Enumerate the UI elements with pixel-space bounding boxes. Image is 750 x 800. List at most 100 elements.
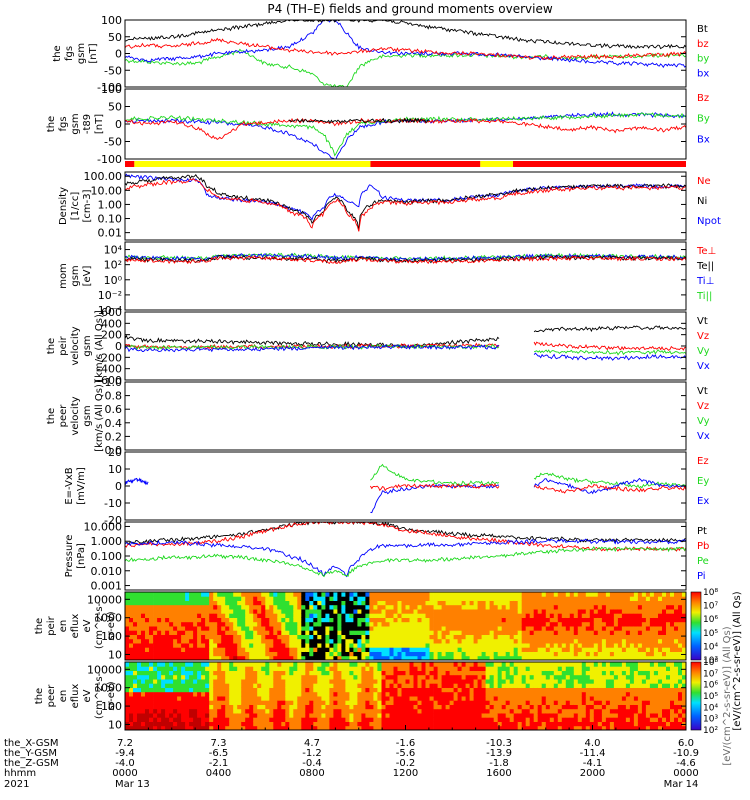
series-fgs-gsm-1 <box>124 19 687 69</box>
x-axis-row-label: the_X-GSM <box>4 738 58 749</box>
y-axis-label-line: gsm <box>70 265 81 286</box>
y-axis-label: Density [1/cc] [cm-3] <box>58 187 93 225</box>
colorbar-tick-label: 10⁷ <box>703 669 718 679</box>
series-density-0 <box>124 173 687 221</box>
series-density-1 <box>124 174 687 231</box>
y-tick-label: 100 <box>101 630 122 643</box>
y-axis-label-line: the <box>46 408 57 424</box>
legend-entry: Ni <box>697 196 707 207</box>
y-tick-label: 0.01 <box>98 227 123 240</box>
colorbar-tick-label: 10³ <box>703 715 718 725</box>
y-axis-label-line: [km/s (All Qs)] <box>94 380 105 452</box>
y-tick-label: 0.001 <box>91 580 123 593</box>
legend-entry: Ey <box>697 476 709 487</box>
y-tick-label: 0.10 <box>98 213 123 226</box>
series-fgs-gsm-t89-3 <box>288 117 430 124</box>
y-axis-label-line: [1/cc] <box>70 192 81 221</box>
y-axis-label-line: E=-VxB <box>64 467 75 504</box>
y-axis-label-line: [nT] <box>88 43 99 63</box>
y-axis-label-line: [km/s (All Qs)] <box>94 310 105 382</box>
y-tick-label: 10⁻⁴ <box>98 304 123 317</box>
y-axis-label-line: Pressure <box>64 535 75 578</box>
y-tick-label: -50 <box>104 136 122 149</box>
y-tick-label: 10.000 <box>84 520 123 533</box>
y-tick-label: -600 <box>97 374 122 387</box>
series-e-field-3 <box>370 482 500 492</box>
series-peir-velocity-0 <box>124 334 500 349</box>
y-tick-label: 400 <box>101 317 122 330</box>
legend-entry: Vx <box>697 361 710 372</box>
y-axis-label-line: the <box>46 338 57 354</box>
y-tick-label: 200 <box>101 329 122 342</box>
y-axis-label-line: [nT] <box>94 114 105 134</box>
x-axis-row-value: -5.6 <box>396 748 416 759</box>
y-axis-label-line: peir <box>58 335 69 355</box>
legend-entry: Vt <box>697 386 708 397</box>
colorbar-tick-label: 10⁶ <box>703 615 718 625</box>
colorbar-tick-label: 10⁶ <box>703 681 718 691</box>
y-tick-label: 10⁰ <box>104 274 123 287</box>
colorbar-tick-label: 10⁸ <box>703 658 718 668</box>
panel-e-field: 20 10 0 -10 -20 E=-VxB [mV/m] Ez Ey Ex <box>64 446 709 527</box>
series-peir-velocity-6 <box>533 349 687 356</box>
y-axis-label-line: eV <box>82 619 93 632</box>
y-axis-label: the peer velocity gsm [km/s (All Qs)] <box>46 380 105 452</box>
y-axis-label-line: [mV/m] <box>76 467 87 505</box>
y-axis-label-line: [nPa] <box>76 543 87 569</box>
y-tick-label: 0 <box>115 118 122 131</box>
x-axis-row-value: 4.7 <box>304 738 320 749</box>
series-pressure-0 <box>124 521 687 545</box>
series-pressure-2 <box>124 538 687 578</box>
colorbar-tick-label: 10⁴ <box>703 703 718 713</box>
colorbar-peir-spectrogram <box>690 591 702 661</box>
panel-frame <box>124 241 687 311</box>
y-axis-label-line: [cm-3] <box>82 189 93 222</box>
panel-fgs-gsm-t89: 100 50 0 -50 -100 the fgs gsm -t89 [nT] Bz By Bx <box>46 83 710 166</box>
y-axis-label-line: peer <box>58 404 69 428</box>
y-axis-label-line: (cm^2-s- <box>94 672 105 719</box>
series-e-field-1 <box>370 483 500 514</box>
y-axis-label-line: eflux <box>70 684 81 709</box>
legend-entry: Pe <box>697 556 709 567</box>
panel-frame <box>124 521 687 591</box>
colorbar-tick-label: 10² <box>703 726 718 736</box>
legend-entry: bx <box>697 68 709 79</box>
spectrogram-peer-spectrogram <box>125 662 687 731</box>
x-axis-row-value: 6.0 <box>678 738 694 749</box>
x-axis-row-label: the_Y-GSM <box>4 748 57 759</box>
y-axis-label-line: [eV] <box>82 266 93 287</box>
y-axis-label-line: eflux <box>70 614 81 639</box>
x-axis-row-value: 0800 <box>299 768 324 779</box>
colorbar-tick-label: 10⁴ <box>703 642 718 652</box>
y-tick-label: 100 <box>101 14 122 27</box>
y-axis-label-line: en <box>58 690 69 703</box>
y-tick-label: 10 <box>108 463 122 476</box>
y-tick-label: 0.010 <box>91 565 123 578</box>
panel-frame <box>124 381 687 451</box>
legend-entry: bz <box>697 39 709 50</box>
status-bar <box>125 161 686 167</box>
x-axis-row-value: -1.8 <box>489 758 509 769</box>
y-axis-label-line: velocity <box>70 326 81 365</box>
series-temperature-2 <box>124 254 687 264</box>
y-axis-label-line: en <box>58 620 69 633</box>
y-axis-label: mom gsm [eV] <box>58 263 93 289</box>
series-peir-velocity-4 <box>533 325 687 333</box>
x-axis-row-value: 0400 <box>206 768 231 779</box>
y-tick-label: 50 <box>108 31 122 44</box>
legend-entry: Vz <box>697 331 709 342</box>
legend-entry: Pt <box>697 526 707 537</box>
y-axis-label-line: sr-eV) <box>106 611 117 640</box>
y-axis-label-line: gsm <box>76 43 87 64</box>
legend-entry: Ne <box>697 176 711 187</box>
colorbar-label: [eV/(cm^2-s-sr-eV)] (All Qs) <box>732 591 743 730</box>
x-axis-row-value: -1.6 <box>396 738 416 749</box>
status-segment <box>134 161 371 167</box>
legend-entry: Te|| <box>696 261 714 272</box>
y-tick-label: 0 <box>115 340 122 353</box>
y-tick-label: 100.00 <box>84 170 123 183</box>
y-tick-label: 0.0 <box>105 444 123 457</box>
y-tick-label: 1000 <box>94 682 122 695</box>
